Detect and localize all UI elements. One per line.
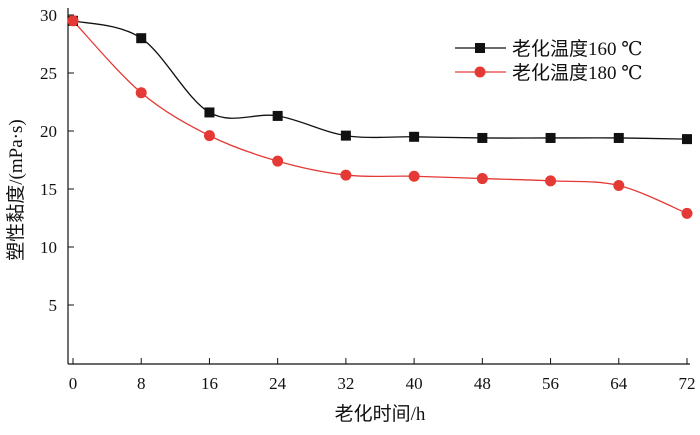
y-tick-label: 15 — [40, 180, 57, 199]
data-point — [203, 130, 215, 142]
data-point — [272, 110, 283, 121]
x-tick-label: 64 — [610, 374, 628, 393]
legend-marker — [475, 43, 485, 53]
legend-label: 老化温度180 ℃ — [512, 62, 643, 84]
x-tick-label: 72 — [679, 374, 696, 393]
series-line-180 — [72, 20, 688, 214]
data-point — [613, 180, 625, 192]
x-tick-label: 40 — [406, 374, 423, 393]
legend-label: 老化温度160 ℃ — [512, 38, 643, 60]
x-tick-label: 16 — [201, 374, 218, 393]
data-point — [135, 87, 147, 99]
data-point — [272, 155, 284, 167]
y-tick-label: 10 — [40, 238, 57, 257]
data-point — [409, 131, 420, 142]
x-tick-label: 0 — [69, 374, 78, 393]
x-tick-label: 8 — [137, 374, 146, 393]
legend-marker — [474, 66, 486, 78]
data-point — [682, 134, 692, 145]
data-point — [340, 130, 351, 141]
x-tick-label: 56 — [542, 374, 559, 393]
y-tick-label: 30 — [40, 6, 57, 25]
data-point — [340, 169, 352, 181]
data-point — [204, 107, 215, 118]
x-tick-label: 48 — [474, 374, 491, 393]
data-point — [681, 207, 693, 219]
series-line-160 — [72, 20, 688, 140]
y-tick-label: 25 — [40, 64, 57, 83]
x-axis-label: 老化时间/h — [335, 403, 426, 425]
data-point — [67, 15, 79, 27]
x-tick-label: 32 — [337, 374, 354, 393]
data-point — [613, 132, 624, 143]
data-point — [545, 132, 556, 143]
y-tick-label: 5 — [49, 296, 58, 315]
data-point — [545, 175, 557, 187]
data-point — [477, 132, 488, 143]
y-tick-label: 20 — [40, 122, 57, 141]
data-point — [408, 170, 420, 182]
data-point — [136, 33, 147, 44]
data-point — [476, 173, 488, 185]
y-axis-label: 塑性黏度/(mPa·s) — [5, 119, 27, 260]
x-tick-label: 24 — [269, 374, 287, 393]
